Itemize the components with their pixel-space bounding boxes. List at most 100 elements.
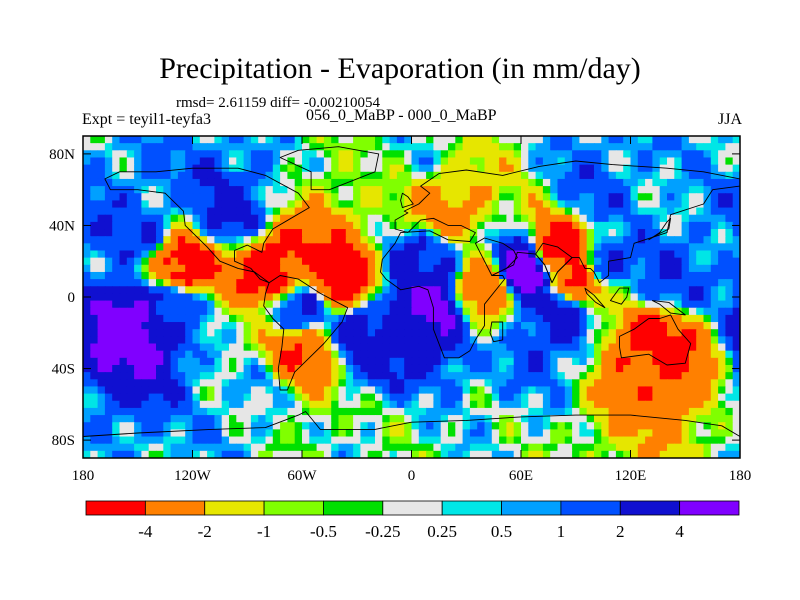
field-cell [331,307,340,316]
field-cell [455,236,464,244]
field-cell [272,143,281,151]
field-cell [309,207,318,216]
field-cell [258,357,267,366]
field-cell [528,407,537,416]
field-cell [418,357,427,366]
field-cell [652,221,661,230]
field-cell [83,300,91,309]
india-coast [535,242,573,284]
field-cell [170,257,179,266]
field-cell [156,379,164,388]
field-cell [323,322,332,330]
field-cell [703,386,712,395]
field-cell [513,157,522,166]
field-cell [469,207,478,216]
field-cell [557,450,566,458]
field-cell [207,436,215,445]
field-cell [221,257,230,266]
field-cell [499,364,507,373]
field-cell [557,271,566,280]
field-cell [499,279,507,287]
field-cell [469,436,478,445]
field-cell [83,243,91,252]
field-cell [302,436,310,445]
field-cell [674,429,683,438]
field-cell [645,293,653,302]
field-cell [294,364,303,373]
field-cell [491,264,500,273]
field-cell [426,157,434,166]
field-cell [674,178,683,187]
field-cell [615,372,624,380]
field-cell [674,143,683,151]
field-cell [652,300,661,309]
field-cell [404,386,413,395]
field-cell [718,372,726,380]
field-cell [148,214,157,223]
field-cell [272,236,281,244]
field-cell [696,264,705,273]
field-cell [572,450,580,458]
field-cell [608,450,617,458]
field-cell [448,429,456,438]
field-cell [418,236,427,244]
field-cell [236,243,245,252]
field-cell [418,336,427,345]
field-cell [703,257,712,266]
field-cell [192,307,201,316]
field-cell [645,372,653,380]
field-cell [433,243,442,252]
field-cell [674,214,683,223]
field-cell [207,364,215,373]
field-cell [236,400,245,409]
field-cell [521,243,529,252]
field-cell [528,379,537,388]
field-cell [302,178,310,187]
field-cell [469,293,478,302]
field-cell [710,236,719,244]
field-cell [338,386,347,395]
field-cell [221,443,230,452]
field-cell [294,350,303,359]
field-cell [170,221,179,230]
field-cell [542,343,551,352]
field-cell [659,214,668,223]
field-cell [448,250,456,259]
field-cell [331,350,340,359]
field-cell [287,314,296,323]
field-cell [236,422,245,430]
field-cell [703,443,712,452]
field-cell [83,207,91,216]
field-cell [594,379,602,388]
field-cell [126,336,135,345]
field-cell [594,329,602,337]
field-cell [177,443,186,452]
field-cell [258,207,267,216]
field-cell [360,372,369,380]
field-cell [90,200,99,209]
field-cell [126,300,135,309]
field-cell [156,393,164,402]
field-cell [375,207,383,216]
field-cell [688,236,697,244]
field-cell [433,443,442,452]
field-cell [433,264,442,273]
field-cell [725,372,734,380]
field-cell [557,300,566,309]
field-cell [448,200,456,209]
field-cell [83,200,91,209]
field-cell [615,143,624,151]
field-cell [725,150,734,159]
field-cell [710,307,719,316]
field-cell [586,200,595,209]
field-cell [462,243,471,252]
field-cell [119,143,128,151]
field-cell [90,293,99,302]
field-cell [579,286,588,295]
field-cell [703,450,712,458]
field-cell [557,207,566,216]
field-cell [732,186,740,194]
field-cell [615,436,624,445]
field-cell [126,372,135,380]
